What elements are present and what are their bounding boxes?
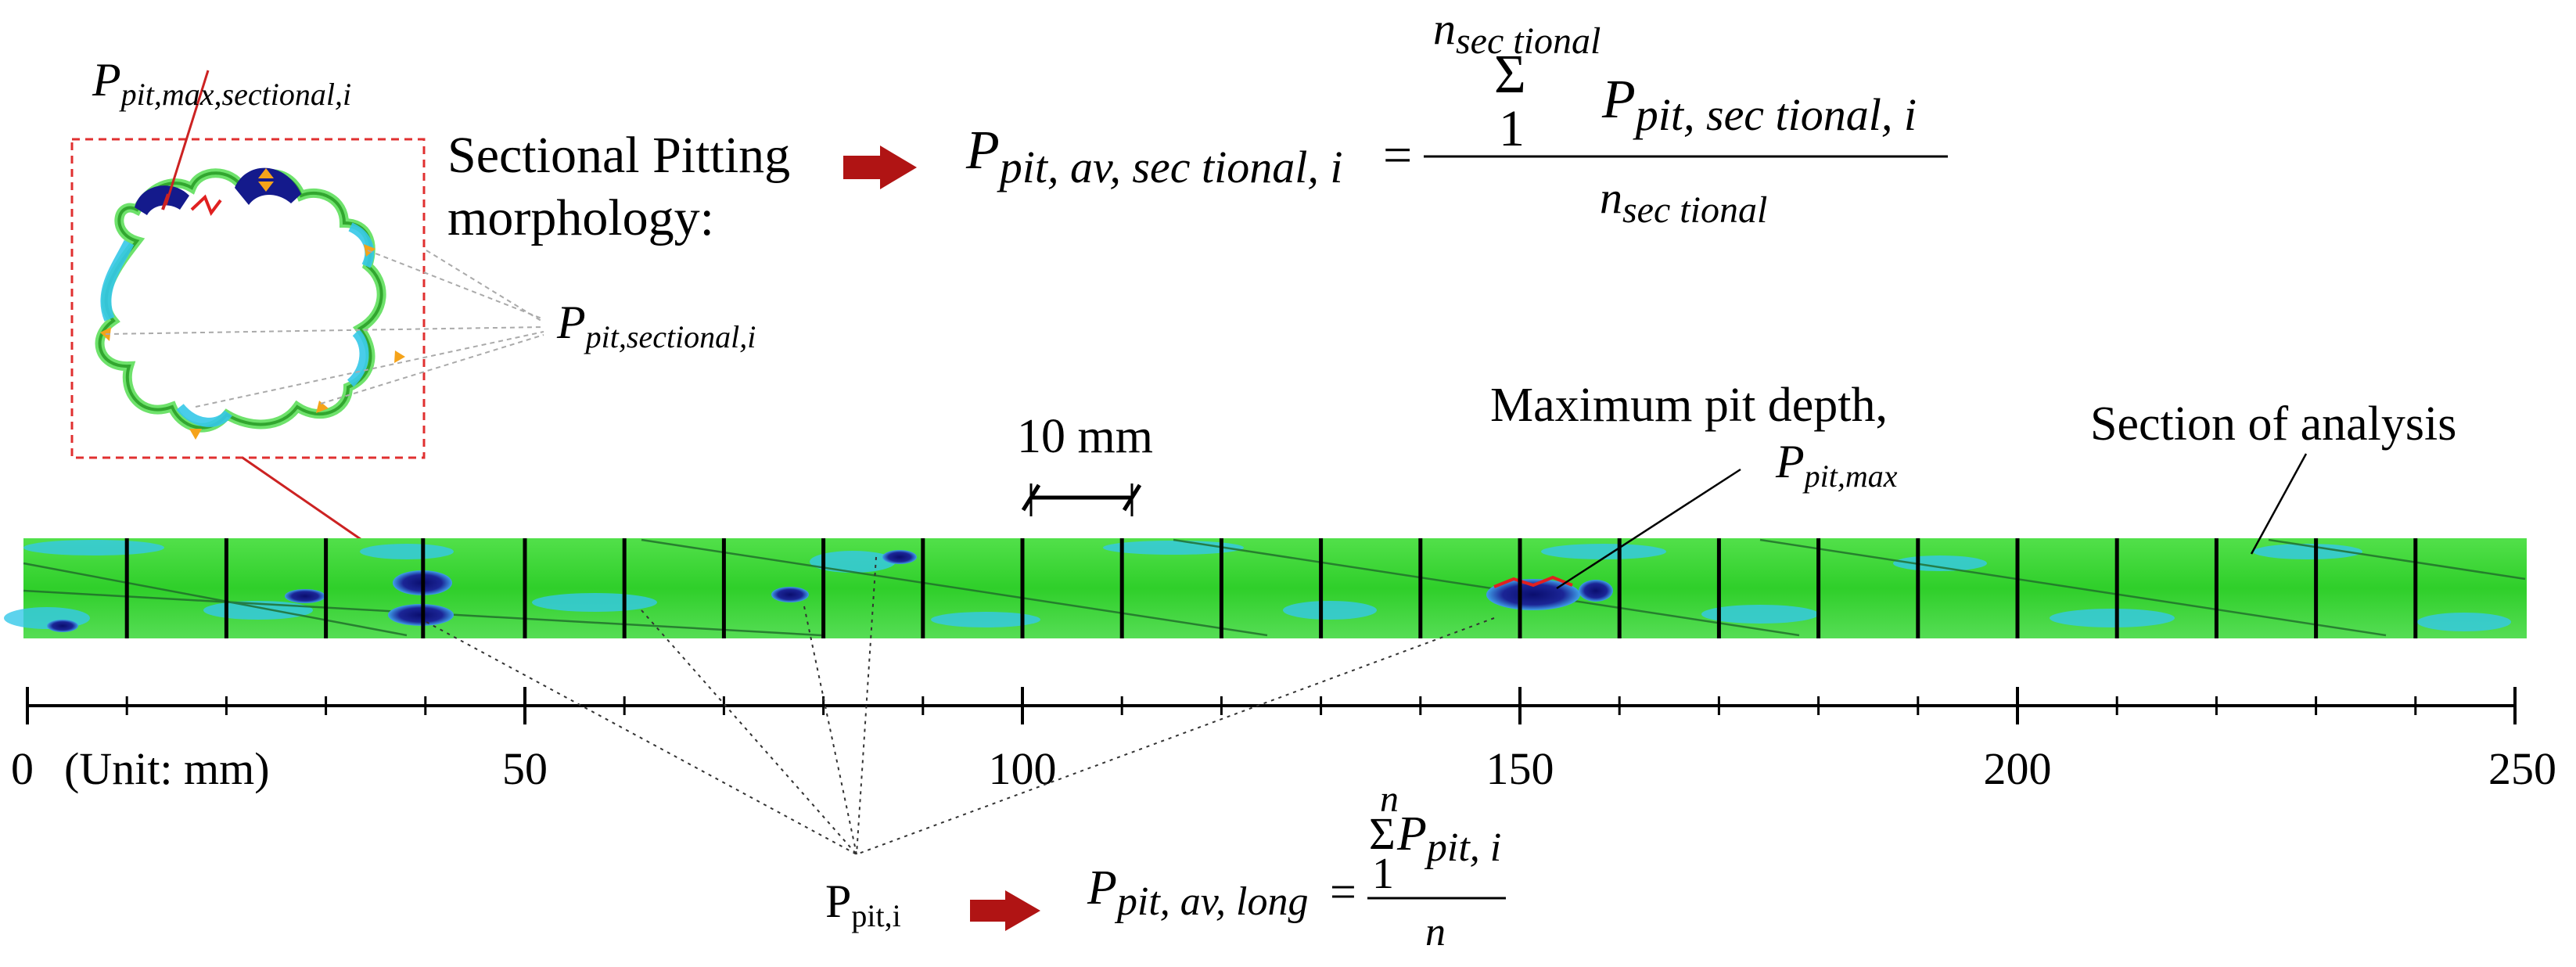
section-of-analysis-label: Section of analysis: [2090, 397, 2456, 451]
scale-bar: 10 mm: [1017, 410, 1153, 516]
max-pit-symbol: Ppit,max: [1775, 436, 1898, 494]
sectional-title-line2: morphology:: [447, 189, 714, 246]
axis-tick-label: 250: [2488, 743, 2556, 794]
max-pit-title: Maximum pit depth,: [1490, 379, 1888, 432]
sectional-inset-frame: [70, 138, 426, 459]
axis-tick-label: 0: [11, 743, 34, 794]
max-pit-leader: [1556, 468, 1741, 590]
axis-labels: 0 50 100 150 200 250: [11, 743, 2556, 794]
sectional-leader-lines: [105, 250, 544, 408]
svg-text:Σ: Σ: [1369, 808, 1396, 859]
sectional-point-label: Ppit,sectional,i: [556, 297, 756, 354]
axis-tick-label: 150: [1486, 743, 1554, 794]
axis-tick-label: 200: [1984, 743, 2052, 794]
svg-text:Σ: Σ: [1494, 45, 1526, 105]
ppit-i-label: Ppit,i: [825, 875, 901, 933]
max-sectional-leader: [164, 70, 210, 206]
axis-tick-label: 100: [989, 743, 1057, 794]
svg-text:Ppit, i: Ppit, i: [1396, 807, 1501, 870]
arrow-to-sectional-formula: [843, 146, 917, 189]
sectional-title-line1: Sectional Pitting: [447, 127, 790, 184]
svg-text:nsec tional: nsec tional: [1600, 172, 1767, 231]
cross-section-image: [95, 167, 405, 440]
max-sectional-label: Ppit,max,sectional,i: [92, 54, 351, 112]
svg-text:Ppit, av, long: Ppit, av, long: [1087, 861, 1308, 924]
svg-text:=: =: [1330, 866, 1356, 918]
section-of-analysis-leader: [2250, 453, 2308, 555]
pit-leader-lines: [426, 556, 1495, 855]
axis-unit-label: (Unit: mm): [64, 743, 270, 794]
svg-text:=: =: [1383, 127, 1412, 184]
svg-text:nsec tional: nsec tional: [1433, 3, 1601, 62]
arrow-to-long-formula: [970, 890, 1040, 931]
axis-ticks: [26, 687, 2517, 724]
scale-bar-label: 10 mm: [1017, 410, 1153, 463]
section-lines: [124, 538, 2418, 638]
svg-text:Ppit, av, sec tional, i: Ppit, av, sec tional, i: [965, 120, 1342, 192]
svg-text:1: 1: [1372, 850, 1394, 898]
specimen-rod: [4, 538, 2527, 638]
svg-text:n: n: [1425, 910, 1446, 954]
sectional-average-formula: Ppit, av, sec tional, i = nsec tional Σ …: [965, 3, 1948, 231]
axis-tick-label: 50: [502, 743, 548, 794]
svg-text:n: n: [1380, 778, 1399, 820]
svg-text:Ppit, sec tional, i: Ppit, sec tional, i: [1601, 70, 1917, 140]
longitudinal-average-formula: Ppit, av, long = n Σ 1 Ppit, i n: [1087, 778, 1506, 954]
axis: 0 50 100 150 200 250 (Unit: mm): [11, 687, 2556, 794]
svg-text:1: 1: [1499, 100, 1525, 157]
